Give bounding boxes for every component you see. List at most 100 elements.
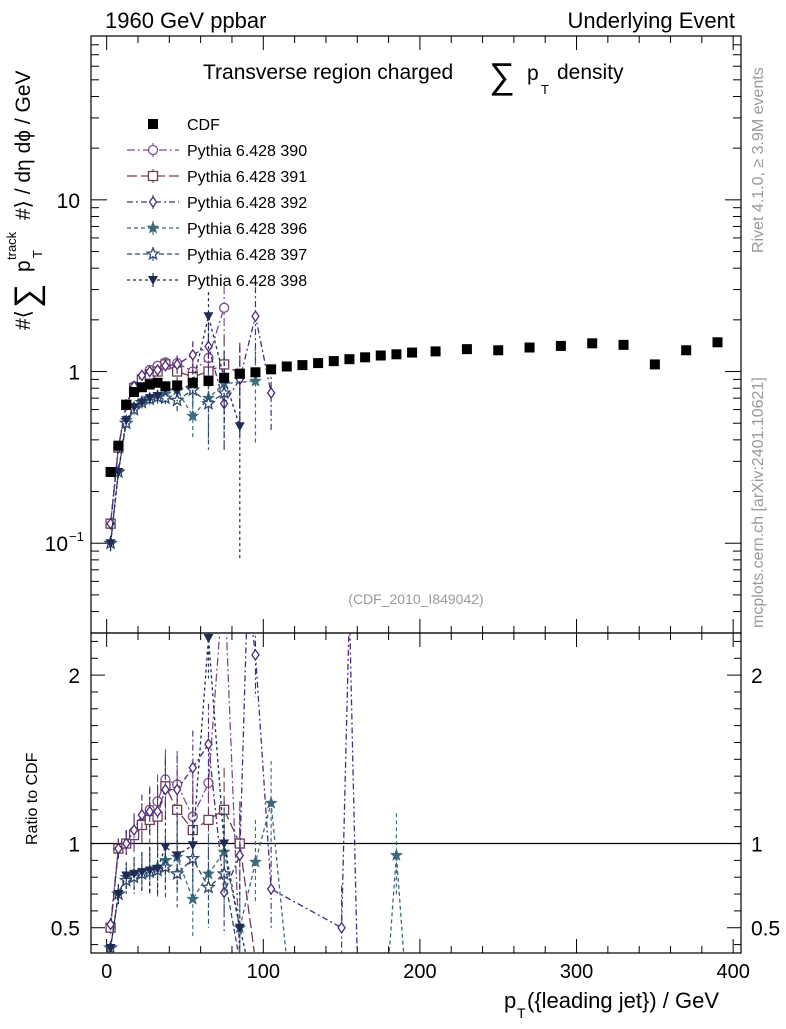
legend-entry-390: Pythia 6.428 390 bbox=[127, 143, 307, 160]
cdf-data-point bbox=[113, 440, 124, 451]
cdf-data-point bbox=[587, 338, 598, 349]
series-line bbox=[109, 389, 225, 544]
data-point bbox=[218, 302, 230, 313]
data-point bbox=[145, 365, 155, 378]
cdf-data-point bbox=[524, 342, 535, 353]
ratio-y-axis-label: Ratio to CDF bbox=[24, 752, 41, 845]
series-cdf bbox=[105, 337, 723, 477]
title-suffix: density bbox=[557, 61, 624, 84]
y-tick-label: 10 bbox=[45, 533, 68, 556]
cdf-data-point bbox=[618, 339, 629, 350]
ratio-point bbox=[389, 848, 403, 861]
ratio-point bbox=[161, 783, 170, 796]
ratio-point bbox=[337, 921, 346, 934]
legend-marker-shape bbox=[148, 195, 158, 209]
x-tick-label: 200 bbox=[403, 961, 436, 983]
ylabel-sub: T bbox=[30, 250, 45, 258]
legend-label-390: Pythia 6.428 390 bbox=[187, 143, 307, 160]
y-tick-label: 1 bbox=[68, 362, 80, 385]
cdf-data-point bbox=[266, 364, 277, 375]
ratio-point bbox=[145, 805, 155, 818]
ratio-point bbox=[152, 864, 163, 874]
ratio-point bbox=[203, 634, 214, 644]
watermark: (CDF_2010_I849042) bbox=[348, 591, 483, 607]
ratio-point bbox=[219, 839, 230, 849]
data-point bbox=[169, 392, 185, 407]
ratio-line bbox=[109, 633, 241, 953]
ratio-point bbox=[203, 814, 214, 826]
x-tick-label: 300 bbox=[560, 961, 593, 983]
ylabel-hash: #⟨ bbox=[12, 310, 35, 330]
ratio-point bbox=[172, 783, 182, 796]
cdf-data-point bbox=[493, 345, 504, 356]
ylabel-sum-symbol: ∑ bbox=[8, 284, 46, 308]
ratio-y-tick-label-left: 1 bbox=[68, 834, 80, 857]
cdf-data-point bbox=[328, 356, 339, 367]
series-line bbox=[109, 307, 225, 524]
legend-entry-398: Pythia 6.428 398 bbox=[127, 273, 307, 290]
ratio-point bbox=[266, 882, 276, 896]
x-axis-label: p T ({leading jet}) / GeV bbox=[504, 988, 719, 1021]
cdf-data-point bbox=[555, 340, 566, 351]
data-point bbox=[129, 403, 140, 413]
ratio-point bbox=[251, 648, 260, 662]
ratio-y-tick-label-left: 0.5 bbox=[51, 918, 80, 941]
legend-marker-shape-cdf bbox=[148, 119, 158, 129]
ratio-line bbox=[109, 633, 358, 953]
legend-marker-392 bbox=[127, 195, 179, 209]
cdf-data-point bbox=[129, 386, 140, 397]
cdf-data-point bbox=[219, 372, 230, 383]
ratio-point bbox=[234, 923, 245, 933]
ratio-point bbox=[137, 808, 147, 822]
ratio-point bbox=[172, 851, 183, 861]
ratio-point bbox=[264, 796, 278, 809]
cdf-data-point bbox=[281, 361, 292, 372]
legend-label-396: Pythia 6.428 396 bbox=[187, 221, 307, 238]
xlabel-sub: T bbox=[517, 1005, 526, 1021]
ratio-point bbox=[106, 918, 115, 931]
legend-entry-391: Pythia 6.428 391 bbox=[127, 169, 307, 186]
cdf-data-point bbox=[250, 367, 261, 378]
ratio-point bbox=[188, 761, 198, 774]
data-point bbox=[136, 398, 147, 408]
ratio-point bbox=[136, 868, 147, 878]
ratio-point bbox=[153, 805, 162, 818]
cdf-data-point bbox=[297, 360, 308, 371]
data-point bbox=[266, 386, 276, 400]
ratio-line bbox=[109, 638, 247, 953]
data-point bbox=[172, 358, 182, 371]
title-prefix: Transverse region charged bbox=[203, 61, 453, 84]
cdf-data-point bbox=[136, 382, 147, 393]
data-point bbox=[186, 409, 200, 422]
ratio-point bbox=[160, 842, 171, 852]
ratio-point bbox=[235, 849, 245, 862]
cdf-data-point bbox=[105, 466, 116, 477]
legend-entry-396: Pythia 6.428 396 bbox=[127, 221, 307, 238]
xlabel-rest: ({leading jet}) / GeV bbox=[527, 988, 719, 1013]
data-point bbox=[144, 394, 155, 404]
legend-entry-392: Pythia 6.428 392 bbox=[127, 195, 307, 212]
data-point bbox=[113, 467, 124, 477]
legend-label-397: Pythia 6.428 397 bbox=[187, 247, 307, 264]
ratio-point bbox=[105, 943, 116, 953]
data-point bbox=[185, 382, 201, 397]
ratio-y-tick-label-right: 0.5 bbox=[751, 918, 780, 941]
main-title: Transverse region charged ∑ p T density bbox=[203, 55, 624, 97]
legend-marker-shape bbox=[147, 144, 159, 156]
legend-label-392: Pythia 6.428 392 bbox=[187, 195, 307, 212]
ratio-y-tick-label-right: 1 bbox=[751, 834, 763, 857]
x-tick-label: 100 bbox=[247, 961, 280, 983]
ratio-point bbox=[216, 866, 232, 881]
ratio-point bbox=[121, 837, 131, 850]
data-point bbox=[105, 539, 116, 549]
data-point bbox=[161, 359, 170, 372]
xlabel-p: p bbox=[504, 988, 516, 1013]
header-left: 1960 GeV ppbar bbox=[105, 8, 266, 33]
data-point bbox=[201, 395, 216, 410]
ylabel-sup: track bbox=[4, 231, 19, 260]
ratio-pythia-6-428-398 bbox=[105, 633, 247, 953]
cdf-data-point bbox=[407, 347, 418, 358]
cdf-data-point bbox=[360, 352, 371, 363]
cdf-data-point bbox=[375, 350, 386, 361]
